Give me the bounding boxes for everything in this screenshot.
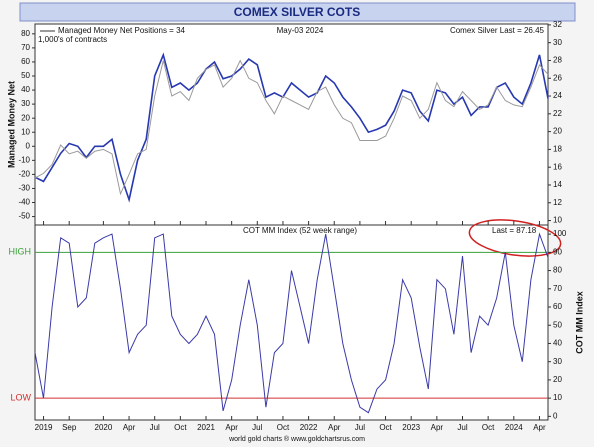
y2-tick-label: 32 xyxy=(553,20,562,29)
y-tick-label: 20 xyxy=(21,113,30,122)
y2-tick-label: 20 xyxy=(553,127,562,136)
annotation: Managed Money Net Positions = 34 xyxy=(58,26,186,35)
x-tick-label: Apr xyxy=(225,423,238,432)
y2-tick-label: 14 xyxy=(553,180,562,189)
chart-title: COMEX SILVER COTS xyxy=(234,5,360,19)
y-tick-label: 0 xyxy=(553,411,558,420)
annotation: Last = 87.18 xyxy=(492,226,537,235)
y-tick-label: 30 xyxy=(553,357,562,366)
y-tick-label: 50 xyxy=(553,320,562,329)
y-tick-label: -40 xyxy=(18,198,30,207)
footer: world gold charts ® www.goldchartsrus.co… xyxy=(228,435,365,443)
y-tick-label: 0 xyxy=(26,141,31,150)
reference-label: HIGH xyxy=(9,247,32,257)
y2-tick-label: 26 xyxy=(553,73,562,82)
x-tick-label: Oct xyxy=(277,423,290,432)
y-tick-label: 80 xyxy=(21,29,30,38)
y2-tick-label: 22 xyxy=(553,109,562,118)
x-tick-label: Oct xyxy=(482,423,495,432)
y-tick-label: -10 xyxy=(18,155,30,164)
x-tick-label: Oct xyxy=(379,423,392,432)
annotation: Comex Silver Last = 26.45 xyxy=(450,26,545,35)
y-tick-label: 70 xyxy=(21,43,30,52)
y-axis-label: COT MM Index xyxy=(574,291,584,354)
y-tick-label: 60 xyxy=(553,302,562,311)
y-tick-label: 10 xyxy=(21,127,30,136)
x-tick-label: 2019 xyxy=(35,423,53,432)
y-tick-label: 100 xyxy=(553,229,567,238)
y2-tick-label: 28 xyxy=(553,56,562,65)
y-axis-label: Managed Money Net xyxy=(6,81,16,168)
y-tick-label: 10 xyxy=(553,393,562,402)
y2-tick-label: 18 xyxy=(553,145,562,154)
y2-tick-label: 30 xyxy=(553,38,562,47)
y-tick-label: -50 xyxy=(18,212,30,221)
y-tick-label: 70 xyxy=(553,284,562,293)
x-tick-label: 2024 xyxy=(505,423,523,432)
lower-panel xyxy=(34,224,549,421)
x-tick-label: Apr xyxy=(123,423,136,432)
x-tick-label: 2020 xyxy=(95,423,113,432)
reference-label: LOW xyxy=(10,393,31,403)
y2-tick-label: 16 xyxy=(553,162,562,171)
upper-panel xyxy=(34,23,549,226)
highlight-circle xyxy=(468,219,562,257)
series-line xyxy=(34,59,549,196)
y2-tick-label: 24 xyxy=(553,91,562,100)
y-tick-label: 30 xyxy=(21,99,30,108)
title-bar xyxy=(19,2,576,22)
annotation: COT MM Index (52 week range) xyxy=(243,226,357,235)
y2-tick-label: 12 xyxy=(553,198,562,207)
x-tick-label: Apr xyxy=(328,423,341,432)
x-tick-label: 2021 xyxy=(197,423,215,432)
x-tick-label: 2023 xyxy=(402,423,420,432)
x-tick-label: Oct xyxy=(174,423,187,432)
x-tick-label: Jul xyxy=(150,423,160,432)
x-tick-label: Apr xyxy=(533,423,546,432)
y-tick-label: 20 xyxy=(553,375,562,384)
y2-tick-label: 10 xyxy=(553,216,562,225)
y-tick-label: 90 xyxy=(553,247,562,256)
series-line xyxy=(34,52,549,203)
annotation: May-03 2024 xyxy=(277,26,324,35)
x-tick-label: Jul xyxy=(355,423,365,432)
y-tick-label: -20 xyxy=(18,170,30,179)
y-tick-label: 50 xyxy=(21,71,30,80)
x-tick-label: Apr xyxy=(431,423,444,432)
x-tick-label: Sep xyxy=(62,423,77,432)
y-tick-label: 80 xyxy=(553,266,562,275)
x-tick-label: Jul xyxy=(252,423,262,432)
x-tick-label: 2022 xyxy=(300,423,318,432)
y-tick-label: 60 xyxy=(21,57,30,66)
y-tick-label: 40 xyxy=(553,339,562,348)
x-tick-label: Jul xyxy=(457,423,467,432)
series-line xyxy=(34,232,549,414)
y-tick-label: 40 xyxy=(21,85,30,94)
y-tick-label: -30 xyxy=(18,184,30,193)
annotation: 1,000's of contracts xyxy=(38,35,107,44)
